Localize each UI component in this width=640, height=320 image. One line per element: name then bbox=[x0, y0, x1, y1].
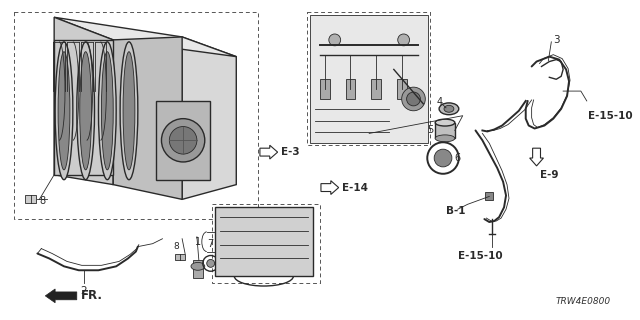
Circle shape bbox=[434, 149, 452, 167]
Bar bbox=[485, 193, 493, 200]
Text: 3: 3 bbox=[554, 35, 560, 45]
Circle shape bbox=[207, 260, 214, 267]
Text: 1: 1 bbox=[195, 236, 201, 247]
Bar bbox=[14, 12, 258, 219]
Ellipse shape bbox=[58, 52, 70, 170]
Bar bbox=[214, 207, 313, 276]
Bar bbox=[346, 79, 355, 99]
Text: E-15-10: E-15-10 bbox=[588, 111, 632, 121]
Text: E-14: E-14 bbox=[342, 183, 367, 193]
Polygon shape bbox=[113, 37, 182, 199]
Text: 5: 5 bbox=[427, 125, 433, 135]
Ellipse shape bbox=[435, 119, 455, 126]
Text: FR.: FR. bbox=[81, 289, 103, 302]
Text: 7: 7 bbox=[207, 239, 214, 249]
Bar bbox=[397, 79, 406, 99]
Text: TRW4E0800: TRW4E0800 bbox=[556, 297, 611, 306]
Text: 8: 8 bbox=[40, 196, 45, 206]
Bar bbox=[307, 12, 430, 145]
Bar bbox=[320, 79, 330, 99]
Ellipse shape bbox=[80, 52, 92, 170]
Circle shape bbox=[397, 34, 410, 46]
Polygon shape bbox=[260, 145, 278, 159]
Bar bbox=[24, 196, 36, 203]
Bar bbox=[371, 79, 381, 99]
Circle shape bbox=[170, 126, 197, 154]
Polygon shape bbox=[182, 37, 236, 199]
Circle shape bbox=[402, 87, 426, 111]
Ellipse shape bbox=[123, 52, 135, 170]
Text: 6: 6 bbox=[455, 153, 461, 163]
Ellipse shape bbox=[444, 105, 454, 112]
Ellipse shape bbox=[55, 42, 73, 180]
Bar bbox=[310, 15, 428, 143]
Text: 2: 2 bbox=[81, 286, 87, 296]
Circle shape bbox=[329, 34, 340, 46]
Ellipse shape bbox=[99, 42, 116, 180]
Bar bbox=[193, 260, 203, 278]
Text: E-9: E-9 bbox=[540, 170, 558, 180]
Text: B-1: B-1 bbox=[446, 206, 465, 216]
Text: 8: 8 bbox=[173, 242, 179, 251]
Bar bbox=[175, 253, 185, 260]
Bar bbox=[435, 123, 455, 138]
Polygon shape bbox=[54, 17, 236, 57]
FancyArrow shape bbox=[45, 289, 77, 303]
Circle shape bbox=[161, 119, 205, 162]
Text: 4: 4 bbox=[437, 97, 443, 107]
Polygon shape bbox=[321, 181, 339, 195]
Ellipse shape bbox=[435, 135, 455, 142]
Polygon shape bbox=[54, 17, 113, 185]
Polygon shape bbox=[54, 40, 113, 175]
Bar bbox=[156, 101, 210, 180]
Polygon shape bbox=[530, 148, 543, 166]
Ellipse shape bbox=[120, 42, 138, 180]
Circle shape bbox=[406, 92, 420, 106]
Text: E-15-10: E-15-10 bbox=[458, 252, 503, 261]
Bar bbox=[212, 204, 320, 283]
Ellipse shape bbox=[77, 42, 95, 180]
Ellipse shape bbox=[439, 103, 459, 115]
Ellipse shape bbox=[191, 262, 205, 270]
Text: E-3: E-3 bbox=[280, 147, 300, 157]
Ellipse shape bbox=[101, 52, 113, 170]
